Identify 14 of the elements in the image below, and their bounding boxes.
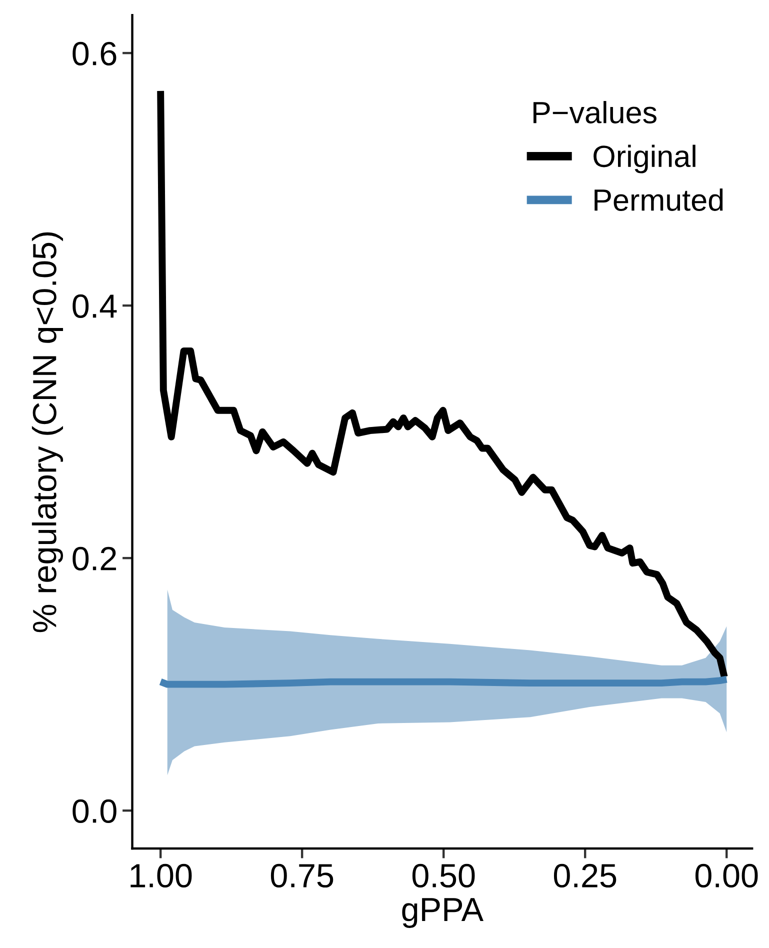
x-tick-label: 0.00	[695, 864, 758, 888]
y-tick-label: 0.0	[72, 799, 116, 823]
x-tick-label: 0.25	[554, 864, 616, 888]
y-tick-label: 0.4	[72, 294, 117, 318]
x-axis-title: gPPA	[402, 898, 484, 928]
y-tick-label: 0.2	[72, 546, 116, 570]
x-tick-label: 0.50	[412, 864, 475, 888]
legend-title: P−values	[534, 101, 656, 124]
y-axis-title: % regulatory (CNN q<0.05)	[32, 232, 64, 632]
legend-label: Permuted	[594, 188, 723, 211]
x-tick-label: 1.00	[130, 864, 192, 888]
y-tick-label: 0.6	[72, 42, 116, 66]
x-tick-label: 0.75	[270, 864, 334, 888]
legend-label: Original	[594, 144, 696, 174]
